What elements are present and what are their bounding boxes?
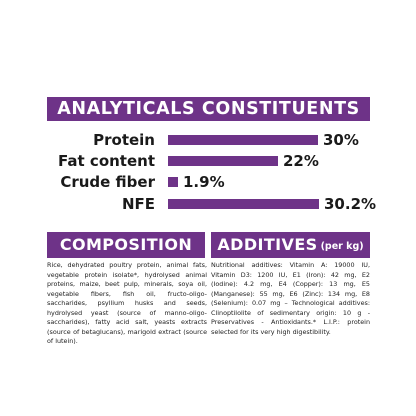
constituent-label: Protein	[93, 131, 155, 149]
composition-title: COMPOSITION	[47, 232, 205, 258]
constituent-value: 1.9%	[183, 173, 225, 191]
additives-title-suffix: (per kg)	[320, 241, 364, 252]
constituent-row-crude-fiber: Crude fiber 1.9%	[47, 172, 370, 192]
constituent-value: 22%	[283, 152, 319, 170]
constituent-bar	[168, 199, 319, 209]
constituent-label: Crude fiber	[60, 173, 155, 191]
composition-text: Rice, dehydrated poultry protein, animal…	[47, 261, 207, 345]
additives-title: ADDITIVES	[217, 235, 318, 254]
constituent-bar	[168, 177, 178, 187]
constituent-bar	[168, 135, 318, 145]
constituent-row-fat-content: Fat content 22%	[47, 151, 370, 171]
analyticals-title: ANALYTICALS CONSTITUENTS	[47, 97, 370, 121]
constituent-bar	[168, 156, 278, 166]
constituent-value: 30%	[323, 131, 359, 149]
constituent-row-protein: Protein 30%	[47, 130, 370, 150]
constituent-label: NFE	[121, 195, 155, 213]
additives-text: Nutritional additives: Vitamin A: 19000 …	[211, 261, 370, 336]
constituent-label: Fat content	[58, 152, 155, 170]
constituent-value: 30.2%	[324, 195, 377, 213]
additives-header: ADDITIVES (per kg)	[211, 232, 370, 258]
constituent-row-nfe: NFE 30.2%	[47, 194, 376, 214]
